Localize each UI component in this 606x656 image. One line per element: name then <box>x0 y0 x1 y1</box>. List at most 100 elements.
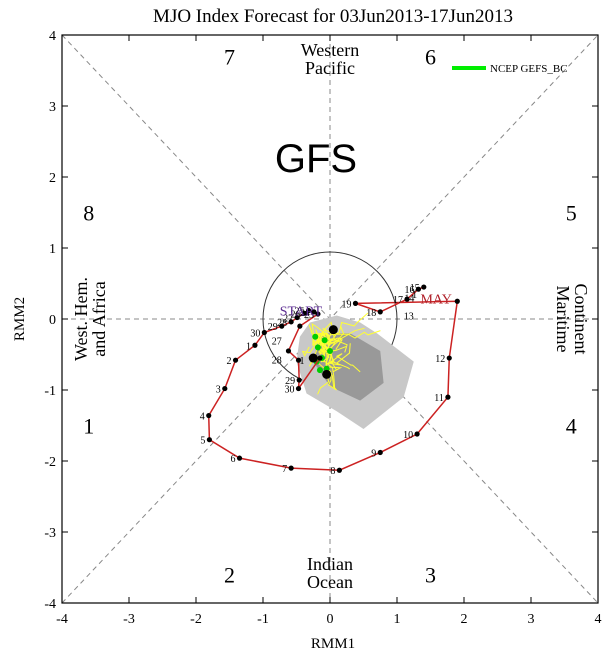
observed-point <box>305 307 312 314</box>
y-tick-label: 0 <box>49 313 56 328</box>
observed-point-label: 1 <box>246 341 251 352</box>
observed-point <box>236 455 243 461</box>
observed-point <box>294 314 300 321</box>
observed-point <box>415 286 422 292</box>
phase-number: 5 <box>566 201 577 226</box>
observed-point <box>315 311 321 317</box>
x-tick-label: -4 <box>56 612 68 627</box>
x-tick-label: 4 <box>595 612 602 627</box>
legend-label: NCEP GEFS_BC <box>490 63 568 75</box>
observed-point <box>404 296 410 302</box>
y-tick-label: 1 <box>49 242 56 257</box>
observed-point <box>285 348 292 354</box>
x-tick-label: -1 <box>257 612 269 627</box>
region-right-line1: Maritime <box>553 286 573 353</box>
observed-point-label: 29 <box>268 322 278 333</box>
track-label: 1 <box>300 356 305 367</box>
observed-point-label: 4 <box>200 412 205 423</box>
observed-point <box>252 342 258 348</box>
observed-point <box>297 323 303 329</box>
y-tick-label: 3 <box>49 100 56 115</box>
observed-point <box>232 357 239 363</box>
phase-number: 4 <box>566 414 577 439</box>
observed-point <box>377 309 383 315</box>
observed-point <box>445 394 451 400</box>
model-label: GFS <box>275 137 357 181</box>
observed-point-label: 27 <box>283 314 293 325</box>
observed-point <box>301 310 308 316</box>
forecast-spread <box>296 315 414 430</box>
region-left-line2: and Africa <box>89 281 109 356</box>
ensemble-member-line <box>319 339 337 391</box>
observed-point <box>446 355 452 361</box>
phase-number: 6 <box>425 44 436 69</box>
observed-point-label: 17 <box>393 295 403 306</box>
observed-point <box>377 449 383 456</box>
x-tick-label: 2 <box>461 612 468 627</box>
observed-point-label: 3 <box>216 385 221 396</box>
observed-point <box>295 385 302 392</box>
observed-point-label: 6 <box>231 454 236 465</box>
region-left-line1: West. Hem. <box>71 277 91 361</box>
region-bottom-line1: Indian <box>307 554 353 574</box>
region-top-line1: Western <box>301 40 360 60</box>
ensemble-member-line <box>319 321 381 341</box>
ensemble-tracks <box>301 312 381 395</box>
observed-point-label: 10 <box>403 430 413 441</box>
ensemble-member-line <box>319 328 348 355</box>
observed-point-label: 16 <box>404 285 414 296</box>
region-bottom-line2: Ocean <box>307 572 353 592</box>
observed-point <box>352 300 359 306</box>
x-axis-label: RMM1 <box>311 636 355 652</box>
ensemble-mean-point <box>308 353 318 363</box>
observed-point <box>206 412 212 419</box>
x-tick-label: 1 <box>394 612 401 627</box>
track-label: 13 <box>404 311 414 322</box>
phase-numbers: 7 68 51 42 3 <box>83 44 576 587</box>
phase-number: 1 <box>83 414 94 439</box>
observed-point <box>279 323 285 329</box>
observed-point <box>261 329 267 336</box>
observed-point-label: 18 <box>366 308 376 319</box>
observed-point-label: 25 <box>295 306 305 317</box>
chart-title: MJO Index Forecast for 03Jun2013-17Jun20… <box>153 6 513 27</box>
y-axis-label: RMM2 <box>12 297 28 341</box>
observed-point-label: 15 <box>410 283 420 294</box>
observed-point <box>311 309 317 315</box>
ensemble-dot <box>312 333 319 340</box>
observed-point <box>317 355 323 361</box>
track-label: 1 <box>412 290 417 301</box>
phase-number: 8 <box>83 201 94 226</box>
observed-point-label: 30 <box>250 328 260 339</box>
observed-point <box>414 431 420 437</box>
observed-point <box>288 319 294 325</box>
observed-point <box>295 357 302 363</box>
start-label: START <box>280 304 323 319</box>
ensemble-dot <box>316 367 323 374</box>
observed-point <box>296 377 302 383</box>
observed-point-label: 7 <box>282 464 287 475</box>
observed-point-label: 23 <box>304 310 314 321</box>
ensemble-member-line <box>312 332 338 371</box>
observed-point-label: 9 <box>371 448 376 459</box>
observed-point-label: 2 <box>227 356 232 367</box>
y-tick-label: -1 <box>44 384 56 399</box>
track-label: 28 <box>272 355 282 366</box>
observed-point <box>222 385 228 392</box>
ensemble-dot <box>321 337 328 344</box>
observed-point-label: 8 <box>330 466 335 477</box>
observed-point-label: 12 <box>435 354 445 365</box>
observed-point-label: 29 <box>285 376 295 387</box>
y-tick-label: 2 <box>49 171 56 186</box>
x-tick-label: 0 <box>327 612 334 627</box>
phase-number: 3 <box>425 563 436 588</box>
y-tick-label: -3 <box>44 526 56 541</box>
observed-point-label: 24 <box>300 308 310 319</box>
observed-point <box>336 467 342 473</box>
ensemble-dot <box>314 344 321 351</box>
month-label: MAY <box>420 292 451 307</box>
region-right-line2: Continent <box>571 284 591 355</box>
y-tick-label: 4 <box>49 29 56 44</box>
